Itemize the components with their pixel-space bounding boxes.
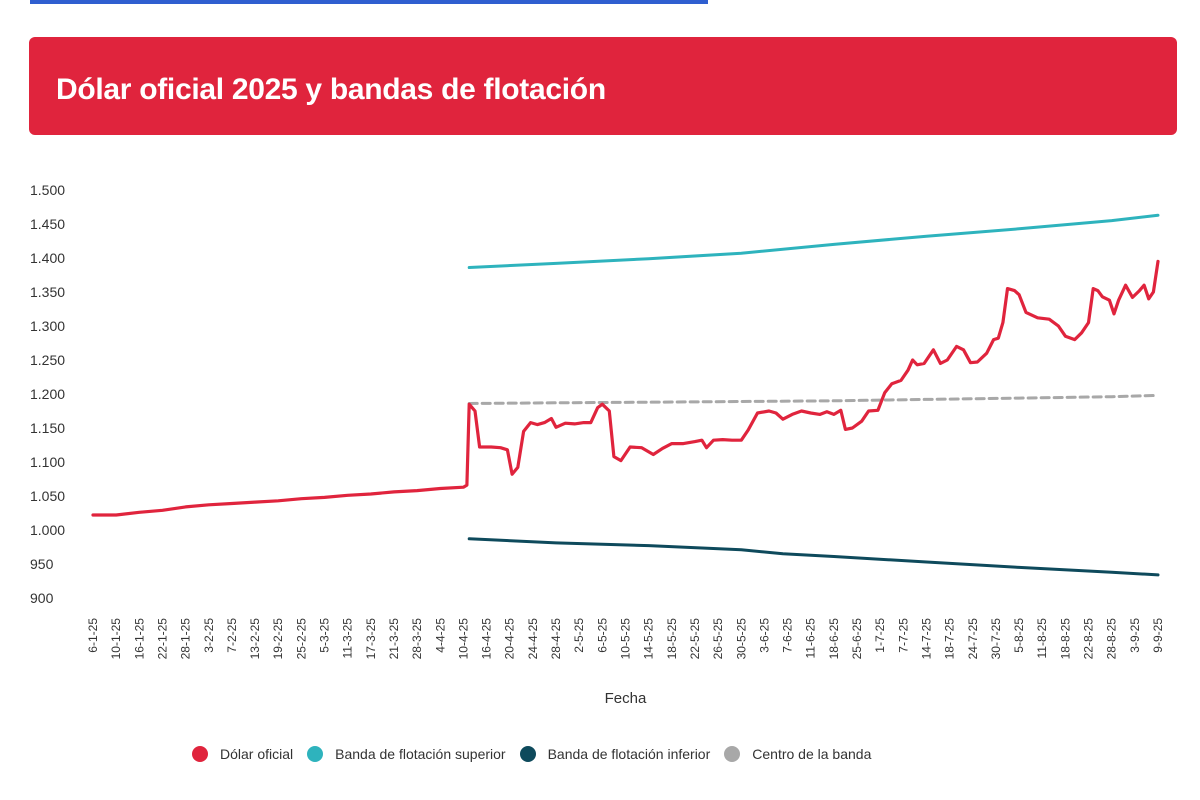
legend-swatch [192,746,208,762]
x-tick-label: 7-6-25 [781,618,795,653]
x-tick-label: 5-8-25 [1012,618,1026,653]
y-tick-label: 1.450 [30,216,65,232]
x-tick-label: 22-1-25 [155,618,169,660]
y-tick-label: 1.500 [30,182,65,198]
x-tick-label: 16-4-25 [480,618,494,660]
legend-label: Banda de flotación inferior [547,746,711,762]
x-tick-label: 17-3-25 [364,618,378,660]
x-tick-label: 30-5-25 [734,618,748,660]
x-tick-label: 11-3-25 [341,618,355,659]
x-tick-label: 10-4-25 [456,618,470,660]
x-tick-label: 25-6-25 [850,618,864,660]
legend-swatch [724,746,741,762]
legend-label: Dólar oficial [220,746,294,762]
x-tick-label: 26-5-25 [711,618,725,660]
y-tick-label: 1.000 [30,522,65,538]
y-tick-label: 1.200 [30,386,65,402]
legend-item: Centro de la banda [724,746,871,762]
y-tick-label: 900 [30,590,54,606]
legend-swatch [307,746,324,762]
legend-label: Banda de flotación superior [335,746,506,762]
x-tick-label: 20-4-25 [503,618,517,660]
x-tick-label: 28-1-25 [179,618,193,660]
chart-legend: Dólar oficial Banda de flotación superior… [192,746,885,762]
x-tick-label: 18-5-25 [665,618,679,660]
x-tick-label: 5-3-25 [318,618,332,653]
legend-label: Centro de la banda [752,746,872,762]
y-tick-label: 1.350 [30,284,65,300]
x-tick-label: 3-9-25 [1128,618,1142,653]
x-tick-label: 28-3-25 [410,618,424,660]
x-tick-label: 18-8-25 [1058,618,1072,660]
y-tick-label: 1.250 [30,352,65,368]
y-tick-label: 1.400 [30,250,65,266]
chart-title: Dólar oficial 2025 y bandas de flotación [56,73,606,106]
series-line-dólar-oficial [91,259,1160,517]
x-axis-title: Fecha [605,690,647,707]
series-lines [91,213,1160,577]
y-tick-label: 950 [30,556,54,572]
x-tick-label: 24-4-25 [526,618,540,660]
series-line-banda-de-flotación-superior [467,213,1160,269]
x-tick-label: 13-2-25 [248,618,262,660]
x-tick-label: 22-8-25 [1082,618,1096,660]
x-tick-label: 7-7-25 [896,618,910,653]
x-tick-label: 4-4-25 [433,618,447,653]
y-tick-label: 1.300 [30,318,65,334]
x-tick-label: 28-4-25 [549,618,563,660]
x-tick-label: 21-3-25 [387,618,401,660]
x-tick-label: 25-2-25 [294,618,308,660]
y-tick-label: 1.050 [30,488,65,504]
x-tick-label: 7-2-25 [225,618,239,653]
x-tick-label: 2-5-25 [572,618,586,653]
legend-swatch [519,746,536,762]
x-tick-label: 14-7-25 [919,618,933,660]
x-tick-label: 11-6-25 [804,618,818,659]
x-tick-label: 9-9-25 [1151,618,1165,653]
x-tick-label: 30-7-25 [989,618,1003,660]
x-tick-label: 18-7-25 [943,618,957,660]
x-tick-label: 22-5-25 [688,618,702,660]
series-line-centro-de-la-banda [467,393,1160,405]
x-tick-label: 16-1-25 [132,618,146,660]
line-chart: 1.500 1.450 1.400 1.350 1.300 1.250 1.200 1.150… [30,182,1165,707]
legend-item: Dólar oficial [192,746,293,762]
x-tick-label: 11-8-25 [1035,618,1049,659]
x-tick-label: 19-2-25 [271,618,285,660]
x-tick-label: 6-1-25 [86,618,100,653]
y-tick-label: 1.100 [30,454,65,470]
x-tick-label: 28-8-25 [1105,618,1119,660]
x-tick-label: 6-5-25 [595,618,609,653]
x-tick-label: 10-1-25 [109,618,123,660]
x-axis: 6-1-25 10-1-25 16-1-25 22-1-25 28-1-25 3-2-25… [86,618,1165,660]
series-line-banda-de-flotación-inferior [467,537,1160,577]
y-tick-label: 1.150 [30,420,65,436]
x-tick-label: 18-6-25 [827,618,841,660]
x-tick-label: 14-5-25 [642,618,656,660]
x-tick-label: 3-6-25 [757,618,771,653]
legend-item: Banda de flotación superior [307,746,506,762]
top-accent-bar [30,0,708,4]
legend-item: Banda de flotación inferior [519,746,711,762]
title-banner: Dólar oficial 2025 y bandas de flotación [29,37,1177,135]
x-tick-label: 3-2-25 [202,618,216,653]
x-tick-label: 10-5-25 [619,618,633,660]
y-axis: 1.500 1.450 1.400 1.350 1.300 1.250 1.200 1.150… [30,182,65,606]
x-tick-label: 1-7-25 [873,618,887,653]
x-tick-label: 24-7-25 [966,618,980,660]
